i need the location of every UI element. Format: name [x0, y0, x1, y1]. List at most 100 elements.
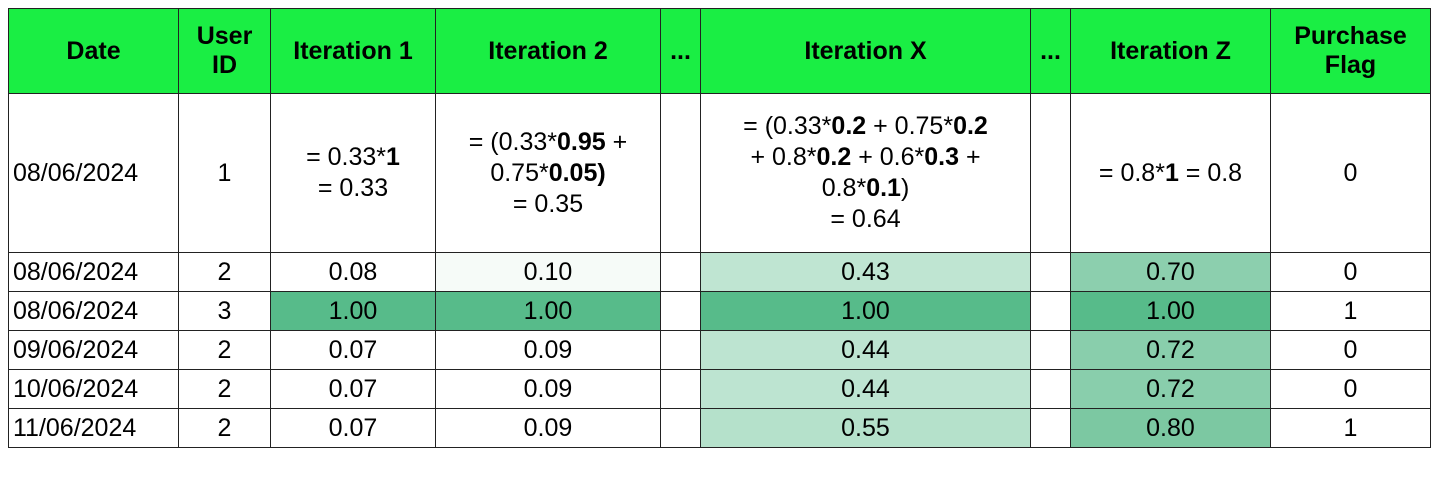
formula-part: 0.3 — [924, 143, 959, 171]
table-cell — [660, 369, 701, 409]
formula-line: = 0.64 — [705, 204, 1026, 235]
formula-part: = 0.8 — [1178, 158, 1243, 187]
table-cell: 08/06/2024 — [8, 252, 179, 292]
formula-part: 0.2 — [831, 112, 867, 140]
header-cell: Date — [8, 8, 179, 94]
table-cell: 0.43 — [700, 252, 1031, 292]
table-cell: 1.00 — [435, 291, 661, 331]
table-cell: 1.00 — [700, 291, 1031, 331]
table-cell: 1 — [178, 93, 271, 253]
formula-line: 0.75*0.05) — [440, 158, 656, 189]
table-row: 08/06/2024 2 0.08 0.10 0.43 0.70 0 — [8, 252, 1431, 292]
table-cell: 1.00 — [1070, 291, 1271, 331]
table-cell: 10/06/2024 — [8, 369, 179, 409]
table-cell: 1.00 — [270, 291, 436, 331]
header-cell: ... — [1030, 8, 1071, 94]
table-cell: 08/06/2024 — [8, 93, 179, 253]
table-cell: 3 — [178, 291, 271, 331]
table-row: 11/06/2024 2 0.07 0.09 0.55 0.80 1 — [8, 408, 1431, 448]
formula-line: = (0.33*0.95 + — [440, 127, 656, 158]
table-row: 08/06/2024 3 1.00 1.00 1.00 1.00 1 — [8, 291, 1431, 331]
formula-part: 0.75* — [490, 158, 549, 187]
table-cell — [1030, 252, 1071, 292]
formula-cell: = (0.33*0.95 +0.75*0.05) = 0.35 — [435, 93, 661, 253]
formula-part: = (0.33* — [468, 127, 558, 156]
header-cell: User ID — [178, 8, 271, 94]
formula-part: = 0.33 — [317, 174, 389, 202]
formula-part: 0.95 — [557, 127, 606, 156]
results-table: Date User ID Iteration 1 Iteration 2... Iter… — [8, 8, 1431, 448]
formula-cell: = 0.8*1 = 0.8 — [1070, 93, 1271, 253]
table-cell: 1 — [1270, 291, 1431, 331]
table-cell — [660, 330, 701, 370]
table-cell: 0.44 — [700, 330, 1031, 370]
table-cell: 0.07 — [270, 369, 436, 409]
table-cell: 0.07 — [270, 330, 436, 370]
formula-part: + 0.8* — [750, 143, 817, 171]
formula-part: 0.1 — [866, 174, 901, 202]
formula-cell: = 0.33*1 = 0.33 — [270, 93, 436, 253]
table-cell: 08/06/2024 — [8, 291, 179, 331]
header-row: Date User ID Iteration 1 Iteration 2... Iter… — [8, 8, 1431, 94]
formula-part: 1 — [386, 143, 400, 171]
table-row: 08/06/2024 1 = 0.33*1 = 0.33 = (0.33*0.95 +0… — [8, 93, 1431, 253]
formula-cell: = (0.33*0.2 + 0.75*0.2 + 0.8*0.2 + 0.6*0.… — [700, 93, 1031, 253]
formula-part: 0.2 — [953, 112, 988, 140]
formula-part: = 0.64 — [830, 205, 901, 233]
formula-line: = 0.8*1 = 0.8 — [1075, 158, 1266, 189]
header-cell: Purchase Flag — [1270, 8, 1431, 94]
table-cell — [660, 408, 701, 448]
formula-part: = 0.33* — [306, 143, 387, 171]
formula-line: = 0.33*1 — [275, 142, 431, 173]
table-cell: 0.44 — [700, 369, 1031, 409]
formula-part: ) — [900, 174, 910, 202]
formula-line: + 0.8*0.2 + 0.6*0.3 + — [705, 142, 1026, 173]
formula-line: 0.8*0.1) — [705, 173, 1026, 204]
table-cell: 0 — [1270, 330, 1431, 370]
table-cell: 0.09 — [435, 408, 661, 448]
table-cell: 2 — [178, 252, 271, 292]
table-cell — [1030, 408, 1071, 448]
table-cell — [660, 291, 701, 331]
formula-part: + — [959, 143, 981, 171]
table-cell: 2 — [178, 408, 271, 448]
formula-line: = 0.35 — [440, 189, 656, 220]
table-cell — [1030, 93, 1071, 253]
table-cell: 11/06/2024 — [8, 408, 179, 448]
formula-part: 0.05) — [548, 158, 606, 187]
table-cell: 0.72 — [1070, 330, 1271, 370]
table-cell: 0.10 — [435, 252, 661, 292]
table-cell: 0 — [1270, 93, 1431, 253]
formula-line: = 0.33 — [275, 173, 431, 204]
table-cell — [1030, 369, 1071, 409]
table-row: 10/06/2024 2 0.07 0.09 0.44 0.72 0 — [8, 369, 1431, 409]
formula-line: = (0.33*0.2 + 0.75*0.2 — [705, 111, 1026, 142]
formula-part: = 0.8* — [1098, 158, 1165, 187]
table-cell — [660, 93, 701, 253]
formula-part: 1 — [1164, 158, 1179, 187]
formula-part: 0.8* — [821, 174, 867, 202]
formula-part: 0.2 — [816, 143, 852, 171]
table-cell: 0.70 — [1070, 252, 1271, 292]
table-cell: 0.80 — [1070, 408, 1271, 448]
table-cell: 0.09 — [435, 330, 661, 370]
table-cell: 0.55 — [700, 408, 1031, 448]
table-row: 09/06/2024 2 0.07 0.09 0.44 0.72 0 — [8, 330, 1431, 370]
formula-part: = (0.33* — [743, 112, 832, 140]
formula-part: = 0.35 — [512, 189, 584, 218]
table-cell: 1 — [1270, 408, 1431, 448]
header-cell: Iteration 2 — [435, 8, 661, 94]
table-cell: 0.08 — [270, 252, 436, 292]
table-body: 08/06/2024 1 = 0.33*1 = 0.33 = (0.33*0.95 +0… — [8, 93, 1431, 448]
formula-part: + 0.75* — [866, 112, 954, 140]
table-cell: 2 — [178, 330, 271, 370]
table-cell: 09/06/2024 — [8, 330, 179, 370]
table-cell — [1030, 291, 1071, 331]
header-cell: Iteration 1 — [270, 8, 436, 94]
formula-part: + — [605, 127, 628, 156]
header-cell: Iteration Z — [1070, 8, 1271, 94]
table-cell: 0 — [1270, 369, 1431, 409]
header-cell: ... — [660, 8, 701, 94]
table-cell — [660, 252, 701, 292]
